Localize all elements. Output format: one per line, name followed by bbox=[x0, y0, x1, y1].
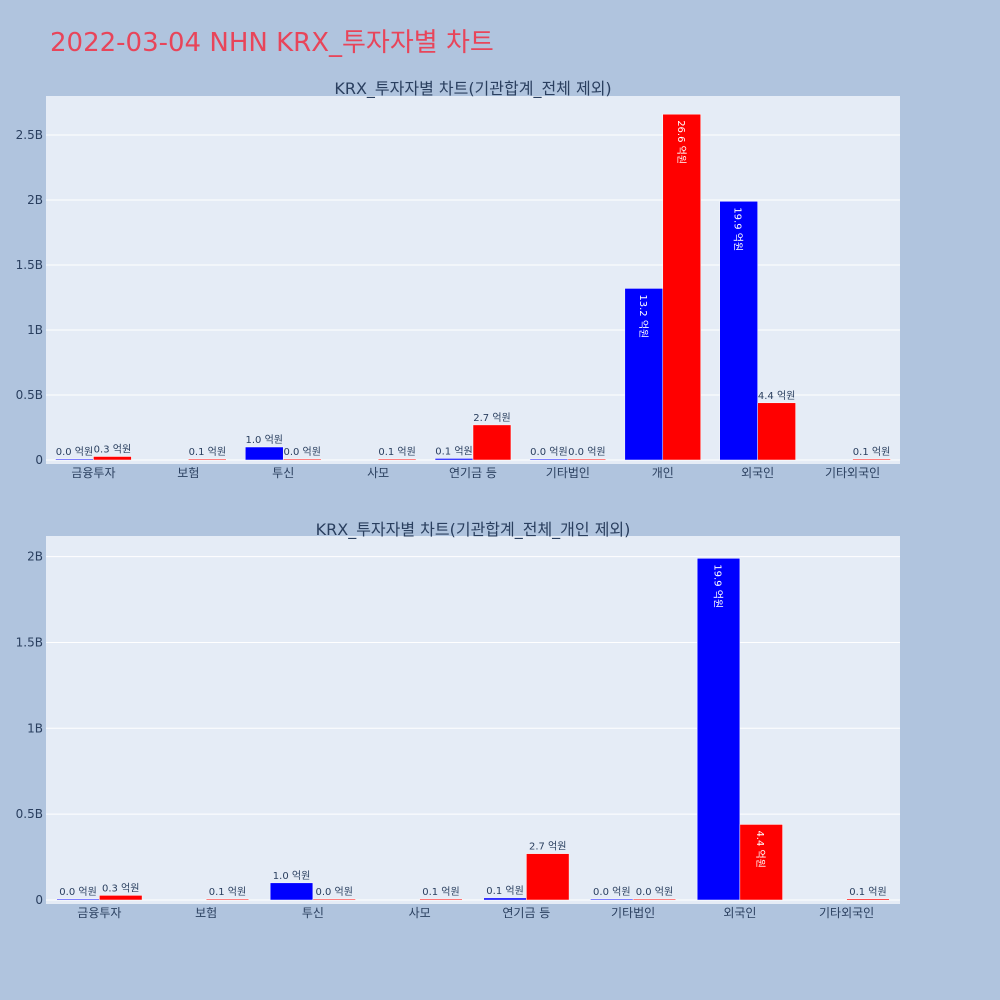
chart-2-data-label: 0.1 억원 bbox=[422, 886, 459, 898]
chart-1-xtick-label: 기타외국인 bbox=[825, 466, 880, 480]
chart-1-data-label: 26.6 억원 bbox=[675, 120, 687, 164]
chart-2-ytick-label: 2B bbox=[27, 550, 43, 564]
page-title: 2022-03-04 NHN KRX_투자자별 차트 bbox=[50, 28, 494, 58]
chart-1-data-label: 0.0 억원 bbox=[283, 446, 320, 458]
chart-1-xtick-label: 기타법인 bbox=[546, 466, 590, 480]
chart-1-bar bbox=[567, 458, 607, 461]
chart-2-bar bbox=[205, 898, 250, 901]
chart-1-ytick-label: 1B bbox=[27, 323, 43, 337]
chart-2-data-label: 0.1 억원 bbox=[486, 885, 523, 897]
chart-1-bar bbox=[377, 458, 417, 461]
chart-1-bar bbox=[719, 201, 758, 461]
chart-1-bar bbox=[529, 458, 569, 461]
chart-2-bar bbox=[419, 898, 463, 901]
chart-1-bar bbox=[472, 424, 512, 461]
chart-1-ytick-label: 2.5B bbox=[16, 128, 43, 142]
chart-1-xtick-label: 금융투자 bbox=[71, 466, 115, 480]
chart-1-xtick-label: 연기금 등 bbox=[449, 466, 497, 480]
chart-2-bar bbox=[526, 853, 570, 901]
chart-1-bar bbox=[55, 458, 94, 461]
chart-1-data-label: 0.0 억원 bbox=[568, 446, 605, 458]
chart-1-bar bbox=[662, 113, 701, 461]
chart-1-data-label: 0.1 억원 bbox=[853, 446, 890, 458]
chart-2-xtick-label: 외국인 bbox=[723, 906, 756, 920]
chart-2-data-label: 0.3 억원 bbox=[102, 882, 139, 894]
chart-1-bar bbox=[245, 446, 284, 461]
chart-2-data-label: 0.0 억원 bbox=[59, 886, 96, 898]
chart-2-xtick-label: 투신 bbox=[302, 906, 324, 920]
chart-2-data-label: 2.7 억원 bbox=[529, 841, 566, 853]
chart-1-data-label: 1.0 억원 bbox=[246, 434, 283, 446]
chart-2-xtick-label: 사모 bbox=[409, 906, 431, 920]
chart-1-data-label: 0.0 억원 bbox=[56, 446, 93, 458]
chart-1-ytick-label: 2B bbox=[27, 193, 43, 207]
chart-2-bar bbox=[56, 898, 100, 901]
chart-1-xtick-label: 외국인 bbox=[741, 466, 774, 480]
chart-2-data-label: 0.1 억원 bbox=[849, 886, 886, 898]
chart-2-ytick-label: 1.5B bbox=[16, 635, 43, 649]
chart-2-bar bbox=[846, 898, 890, 901]
chart-1-data-label: 0.0 억원 bbox=[530, 446, 567, 458]
chart-1-data-label: 0.3 억원 bbox=[94, 443, 131, 455]
chart-2-bar bbox=[269, 882, 314, 901]
chart-2-data-label: 1.0 억원 bbox=[273, 870, 310, 882]
chart-2-xtick-label: 금융투자 bbox=[77, 906, 121, 920]
chart-1-title: KRX_투자자별 차트(기관합계_전체 제외) bbox=[334, 79, 611, 99]
chart-1-data-label: 0.1 억원 bbox=[378, 446, 415, 458]
chart-2-data-label: 19.9 억원 bbox=[712, 564, 724, 608]
chart-2-xtick-label: 연기금 등 bbox=[502, 906, 550, 920]
chart-2-data-label: 4.4 억원 bbox=[754, 830, 766, 867]
chart-1-data-label: 0.1 억원 bbox=[435, 445, 472, 457]
chart-2-ytick-label: 0.5B bbox=[16, 807, 43, 821]
chart-1-xtick-label: 개인 bbox=[652, 466, 674, 480]
chart-2-xtick-label: 기타법인 bbox=[611, 906, 655, 920]
chart-1-xtick-label: 보험 bbox=[177, 466, 199, 480]
chart-2-bar bbox=[739, 824, 783, 901]
chart-1-data-label: 19.9 억원 bbox=[732, 207, 744, 251]
chart-2-bar bbox=[312, 898, 356, 901]
chart-1-data-label: 0.1 억원 bbox=[189, 446, 226, 458]
chart-1-bar bbox=[757, 402, 796, 461]
chart-2-bar bbox=[632, 898, 677, 901]
chart-2-xtick-label: 보험 bbox=[195, 906, 217, 920]
chart-1-ytick-label: 0.5B bbox=[16, 388, 43, 402]
chart-1-bar bbox=[282, 458, 322, 461]
chart-1-bar bbox=[434, 458, 474, 461]
chart-1-bar bbox=[624, 288, 664, 461]
chart-1-ytick-label: 1.5B bbox=[16, 258, 43, 272]
chart-2-bar bbox=[590, 898, 634, 901]
chart-1-xtick-label: 투신 bbox=[272, 466, 294, 480]
chart-1-data-label: 2.7 억원 bbox=[473, 412, 510, 424]
chart-2-bar bbox=[696, 558, 741, 901]
chart-2-data-label: 0.1 억원 bbox=[209, 886, 246, 898]
chart-2-data-label: 0.0 억원 bbox=[315, 886, 352, 898]
chart-1-bar bbox=[188, 458, 227, 461]
chart-1-ytick-label: 0 bbox=[35, 453, 43, 467]
chart-1-data-label: 13.2 억원 bbox=[637, 294, 649, 338]
chart-2-title: KRX_투자자별 차트(기관합계_전체_개인 제외) bbox=[316, 520, 631, 540]
chart-2-bar bbox=[483, 897, 527, 901]
chart-2-ytick-label: 1B bbox=[27, 721, 43, 735]
chart-2-ytick-label: 0 bbox=[35, 893, 43, 907]
chart-2-data-label: 0.0 억원 bbox=[593, 886, 630, 898]
chart-2-xtick-label: 기타외국인 bbox=[819, 906, 874, 920]
chart-1-data-label: 4.4 억원 bbox=[758, 390, 795, 402]
chart-2-bar bbox=[99, 895, 143, 901]
chart-1-bar bbox=[93, 456, 132, 461]
chart-1-bar bbox=[852, 458, 891, 461]
chart-2-data-label: 0.0 억원 bbox=[636, 886, 673, 898]
chart-1-xtick-label: 사모 bbox=[367, 466, 389, 480]
